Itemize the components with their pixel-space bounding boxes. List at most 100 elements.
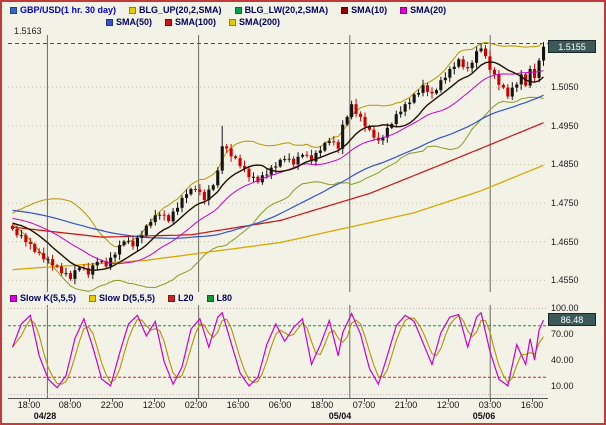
candle-body bbox=[301, 154, 305, 157]
sma200-line bbox=[12, 164, 544, 271]
candle-body bbox=[336, 142, 340, 149]
candle-body bbox=[10, 225, 14, 229]
symbol-marker-icon bbox=[10, 6, 17, 14]
time-label: 22:00 bbox=[100, 400, 124, 410]
time-label: 16:00 bbox=[520, 400, 544, 410]
candle-body bbox=[46, 259, 50, 261]
candle-body bbox=[296, 156, 300, 165]
stochastic-value-box: 86.48 bbox=[548, 313, 596, 326]
legend-label: SMA(100) bbox=[175, 17, 217, 27]
candle-body bbox=[515, 84, 519, 88]
sma100-line bbox=[12, 122, 544, 238]
time-label: 12:00 bbox=[142, 400, 166, 410]
candle-body bbox=[28, 242, 32, 244]
candle-body bbox=[510, 87, 514, 97]
time-tick bbox=[29, 398, 30, 402]
candle-body bbox=[283, 159, 287, 161]
time-label: 03:00 bbox=[478, 400, 502, 410]
candle-body bbox=[354, 104, 358, 114]
slow-k-line bbox=[11, 311, 545, 389]
candle-body bbox=[189, 189, 193, 195]
time-label: 16:00 bbox=[226, 400, 250, 410]
price-chart[interactable] bbox=[8, 35, 548, 292]
candle-body bbox=[341, 124, 345, 149]
candle-body bbox=[332, 141, 336, 143]
candle-body bbox=[452, 66, 456, 69]
sma-10-marker-icon bbox=[341, 6, 349, 14]
blg-lw-marker-icon bbox=[234, 6, 242, 14]
candle-body bbox=[109, 257, 113, 267]
candle-body bbox=[434, 90, 438, 94]
time-tick bbox=[322, 398, 323, 402]
legend-item-l20: L20 bbox=[168, 293, 194, 303]
candle-body bbox=[140, 235, 144, 238]
candle-body bbox=[501, 84, 505, 88]
candle-body bbox=[345, 116, 349, 125]
legend-label: Slow K(5,5,5) bbox=[20, 293, 77, 303]
time-label: 18:00 bbox=[310, 400, 334, 410]
legend-item-slow-k: Slow K(5,5,5) bbox=[10, 293, 76, 303]
candle-body bbox=[425, 85, 429, 92]
legend-item-blg-lw: BLG_LW(20,2,SMA) bbox=[234, 5, 328, 15]
candle-body bbox=[381, 137, 385, 141]
time-axis-line bbox=[8, 398, 548, 399]
legend-stochastic: Slow K(5,5,5) Slow D(5,5,5) L20 L80 bbox=[10, 293, 245, 303]
candle-body bbox=[51, 259, 55, 266]
time-tick bbox=[448, 398, 449, 402]
candle-body bbox=[113, 254, 117, 258]
legend-item-sma-20: SMA(20) bbox=[400, 5, 446, 15]
legend-item-slow-d: Slow D(5,5,5) bbox=[89, 293, 155, 303]
candle-body bbox=[305, 154, 309, 156]
candle-body bbox=[318, 150, 322, 153]
candle-body bbox=[506, 87, 510, 97]
candle-body bbox=[385, 127, 389, 138]
stoch-tick-label: 100.00 bbox=[551, 303, 579, 313]
candle-body bbox=[309, 155, 313, 162]
time-tick bbox=[238, 398, 239, 402]
time-label: 07:00 bbox=[352, 400, 376, 410]
slow-d-marker-icon bbox=[89, 294, 97, 302]
legend-label: L20 bbox=[178, 293, 194, 303]
price-tick-label: 1.4550 bbox=[551, 275, 579, 285]
time-tick bbox=[70, 398, 71, 402]
sma-200-marker-icon bbox=[229, 18, 237, 26]
candle-body bbox=[448, 69, 452, 78]
candle-body bbox=[466, 67, 470, 69]
candle-body bbox=[162, 214, 166, 216]
candle-body bbox=[327, 141, 331, 143]
candle-body bbox=[399, 111, 403, 115]
time-tick bbox=[280, 398, 281, 402]
candle-body bbox=[118, 245, 122, 255]
stochastic-chart[interactable] bbox=[8, 305, 548, 398]
time-tick bbox=[154, 398, 155, 402]
candle-body bbox=[149, 222, 153, 226]
candle-body bbox=[394, 114, 398, 125]
legend-label: BLG_UP(20,2,SMA) bbox=[139, 5, 222, 15]
candle-body bbox=[126, 240, 130, 242]
candle-body bbox=[243, 166, 247, 169]
candle-body bbox=[484, 48, 488, 57]
candle-body bbox=[323, 143, 327, 151]
candle-body bbox=[367, 126, 371, 130]
candle-body bbox=[19, 235, 23, 237]
candle-body bbox=[475, 51, 479, 63]
candle-body bbox=[274, 166, 278, 168]
candle-body bbox=[256, 176, 260, 183]
candle-body bbox=[171, 211, 175, 222]
candle-body bbox=[251, 176, 255, 178]
candle-body bbox=[439, 80, 443, 91]
candle-body bbox=[363, 116, 367, 127]
candle-body bbox=[247, 168, 251, 178]
candle-body bbox=[457, 59, 461, 67]
legend-label: SMA(10) bbox=[351, 5, 388, 15]
time-label: 12:00 bbox=[436, 400, 460, 410]
time-tick bbox=[490, 398, 491, 402]
legend-label: SMA(200) bbox=[239, 17, 281, 27]
candle-body bbox=[211, 185, 215, 190]
date-label: 05/04 bbox=[328, 411, 352, 421]
candle-body bbox=[220, 146, 224, 171]
stoch-tick-label: 40.00 bbox=[551, 355, 574, 365]
candle-body bbox=[350, 104, 354, 117]
candle-body bbox=[42, 253, 46, 260]
candle-body bbox=[37, 251, 41, 253]
